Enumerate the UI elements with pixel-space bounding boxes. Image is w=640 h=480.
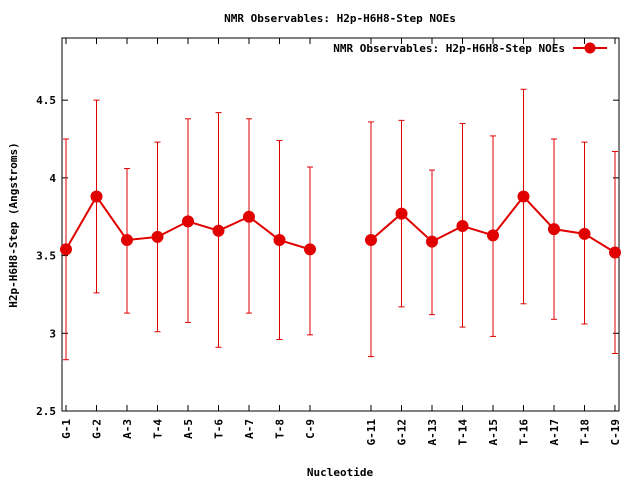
data-point <box>426 235 438 248</box>
x-tick-label: T-14 <box>457 419 470 446</box>
x-tick-label: A-17 <box>548 419 561 446</box>
x-tick-label: A-7 <box>243 419 256 439</box>
plot-area: 2.5 3 3.5 4 4.5 G-1 G-2 A-3 T-4 A-5 T-6 A-7 T-8 C-9 G-… <box>36 37 622 446</box>
data-point <box>304 243 316 256</box>
y-tick-label: 4 <box>49 172 56 185</box>
x-tick-label: A-13 <box>426 419 439 446</box>
y-tick-label: 4.5 <box>36 94 56 107</box>
y-tick-label: 2.5 <box>36 405 56 418</box>
data-point <box>487 229 499 242</box>
x-axis-label: Nucleotide <box>307 466 374 479</box>
data-point <box>578 227 591 240</box>
x-tick-label: G-12 <box>396 419 409 446</box>
data-point <box>395 207 408 220</box>
plot-frame <box>61 37 620 412</box>
data-point <box>456 220 469 233</box>
x-tick-label: T-4 <box>152 419 165 439</box>
x-tick-label: G-1 <box>60 419 73 439</box>
x-tick-label: A-15 <box>487 419 500 446</box>
x-tick-label: C-9 <box>304 419 317 439</box>
y-tick-label: 3.5 <box>36 250 56 263</box>
x-tick-label: A-5 <box>182 419 195 439</box>
x-tick-label: G-11 <box>365 419 378 446</box>
data-point <box>243 210 255 223</box>
legend-marker <box>584 42 596 54</box>
x-tick-label: T-8 <box>274 419 287 439</box>
data-point <box>517 190 530 203</box>
data-point <box>365 234 377 247</box>
x-tick-label: G-2 <box>91 419 104 439</box>
data-point <box>182 215 194 228</box>
data-point <box>273 234 286 247</box>
x-tick-label: T-16 <box>518 419 531 446</box>
y-tick-label: 3 <box>49 327 56 340</box>
chart-title: NMR Observables: H2p-H6H8-Step NOEs <box>224 12 456 25</box>
x-tick-label: T-18 <box>579 419 592 446</box>
data-point <box>121 234 133 247</box>
y-axis-label: H2p-H6H8-Step (Angstroms) <box>7 142 20 308</box>
legend: NMR Observables: H2p-H6H8-Step NOEs <box>333 42 607 55</box>
x-tick-label: T-6 <box>213 419 226 439</box>
data-point <box>151 230 164 243</box>
legend-label: NMR Observables: H2p-H6H8-Step NOEs <box>333 42 565 55</box>
data-point <box>60 243 72 256</box>
data-point <box>212 224 225 237</box>
data-point <box>609 246 621 259</box>
data-point <box>90 190 103 203</box>
x-tick-label: C-19 <box>609 419 622 446</box>
x-tick-label: A-3 <box>121 419 134 439</box>
data-point <box>548 223 560 236</box>
